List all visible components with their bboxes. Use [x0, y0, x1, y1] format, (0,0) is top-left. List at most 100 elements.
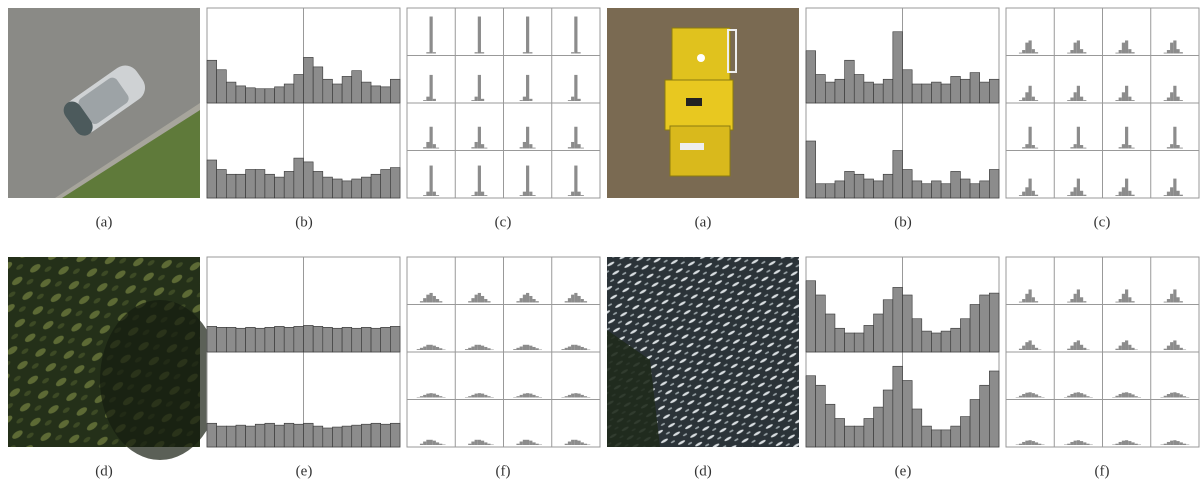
small-hist-bar [571, 52, 574, 53]
small-hist-bar [1019, 100, 1022, 101]
hist-bar [390, 79, 400, 103]
hist-bar [854, 174, 864, 198]
hist-bar [304, 325, 314, 352]
small-hist-bar [532, 395, 535, 398]
small-hist-bar [1080, 393, 1083, 397]
hist-bar [835, 79, 845, 103]
small-hist-bar [484, 347, 487, 350]
hist-bar [893, 287, 903, 352]
small-hist-bar [1029, 340, 1032, 350]
small-hist-bar [436, 347, 439, 350]
hist-bar [980, 181, 990, 198]
small-hist-bar [1164, 100, 1167, 101]
small-hist-bar [520, 147, 523, 148]
figure: (a)(b)(c)(a)(b)(c)(d)(e)(f)(d)(e)(f) [0, 0, 1200, 484]
small-hist-bar [532, 442, 535, 445]
small-hist-bar [1029, 440, 1032, 445]
small-hist-bar [1173, 340, 1176, 350]
small-hist-bar [1125, 440, 1128, 445]
small-hist-bar [1070, 98, 1073, 101]
small-hist-bar [1122, 441, 1125, 445]
hist-bar [912, 319, 922, 352]
photo-forest [8, 257, 220, 460]
small-hist-bar [1131, 394, 1134, 397]
small-hist-bar [516, 348, 519, 350]
small-hist-bar [1167, 346, 1170, 350]
small-hist-bar [1180, 301, 1183, 302]
small-hist-bar [1029, 289, 1032, 302]
hist-bar [845, 333, 855, 352]
hist-bar [236, 174, 246, 198]
small-hist-bar [520, 298, 523, 302]
small-hist-bar [526, 127, 529, 149]
small-hist-bar [481, 296, 484, 303]
small-hist-bar [436, 299, 439, 302]
small-hist-bar [520, 347, 523, 350]
small-hist-bar [1032, 441, 1035, 445]
hist-bar [381, 87, 391, 103]
hist-bar [255, 170, 265, 199]
small-hist-bar [1170, 441, 1173, 445]
small-hist-bar [529, 394, 532, 398]
small-hist-bar [471, 100, 474, 101]
small-hist-bar [439, 396, 442, 397]
hist-bar [294, 158, 304, 198]
small-hist-bar [577, 394, 580, 398]
hist-bar [294, 424, 304, 447]
small-hist-bar [1131, 52, 1134, 53]
small-hist-bar [529, 99, 532, 101]
small-hist-bar [484, 299, 487, 302]
small-hist-bar [532, 148, 535, 149]
hist-bar [922, 331, 932, 352]
small-hist-bar [433, 296, 436, 303]
small-hist-bar [1080, 145, 1083, 148]
small-hist-bar [475, 142, 478, 149]
hist-bar [390, 168, 400, 198]
small-hist-bar [1115, 349, 1118, 350]
small-hist-bar [1080, 97, 1083, 101]
small-hist-bar [1170, 43, 1173, 54]
small-hist-bar [1077, 289, 1080, 302]
small-hist-bar [426, 52, 429, 53]
small-hist-bar [516, 396, 519, 397]
small-hist-bar [468, 444, 471, 445]
small-hist-bar [1115, 100, 1118, 101]
small-hist-bar [565, 348, 568, 350]
hist-bar [806, 281, 816, 352]
panel-label: (f) [496, 463, 511, 479]
small-hist-bar [523, 440, 526, 445]
small-hist-bar [1029, 40, 1032, 53]
small-hist-bar [1035, 52, 1038, 53]
small-hist-bar [471, 147, 474, 148]
small-hist-bar [478, 166, 481, 196]
hist-bar [294, 326, 304, 352]
hist-bar [922, 426, 932, 447]
small-hist-bar [1025, 92, 1028, 101]
small-hist-bar [1025, 393, 1028, 398]
small-hist-bar [487, 301, 490, 302]
hist-bar [941, 331, 951, 352]
hist-bar [941, 184, 951, 198]
hist-bar [381, 327, 391, 352]
hist-bar [226, 82, 236, 103]
hist-bar [332, 84, 342, 103]
small-hist-bar [1083, 100, 1086, 101]
small-hist-bar [1164, 444, 1167, 445]
small-hist-bar [430, 293, 433, 303]
small-hist-bar [487, 396, 490, 397]
hist-bar [246, 327, 256, 352]
small-hist-bar [1170, 393, 1173, 398]
hist-bar [304, 162, 314, 198]
small-hist-bar [523, 97, 526, 101]
small-hist-bar [1131, 100, 1134, 101]
small-hist-bar [1122, 294, 1125, 303]
small-hist-bar [1032, 49, 1035, 53]
small-hist-bar [1170, 92, 1173, 101]
small-hist-bar [1032, 393, 1035, 397]
small-hist-bar [426, 142, 429, 149]
small-hist-bar [1022, 394, 1025, 397]
small-hist-bar [430, 17, 433, 54]
small-hist-bar [1122, 342, 1125, 350]
hist-bar [912, 181, 922, 198]
small-hist-bar [1077, 86, 1080, 101]
